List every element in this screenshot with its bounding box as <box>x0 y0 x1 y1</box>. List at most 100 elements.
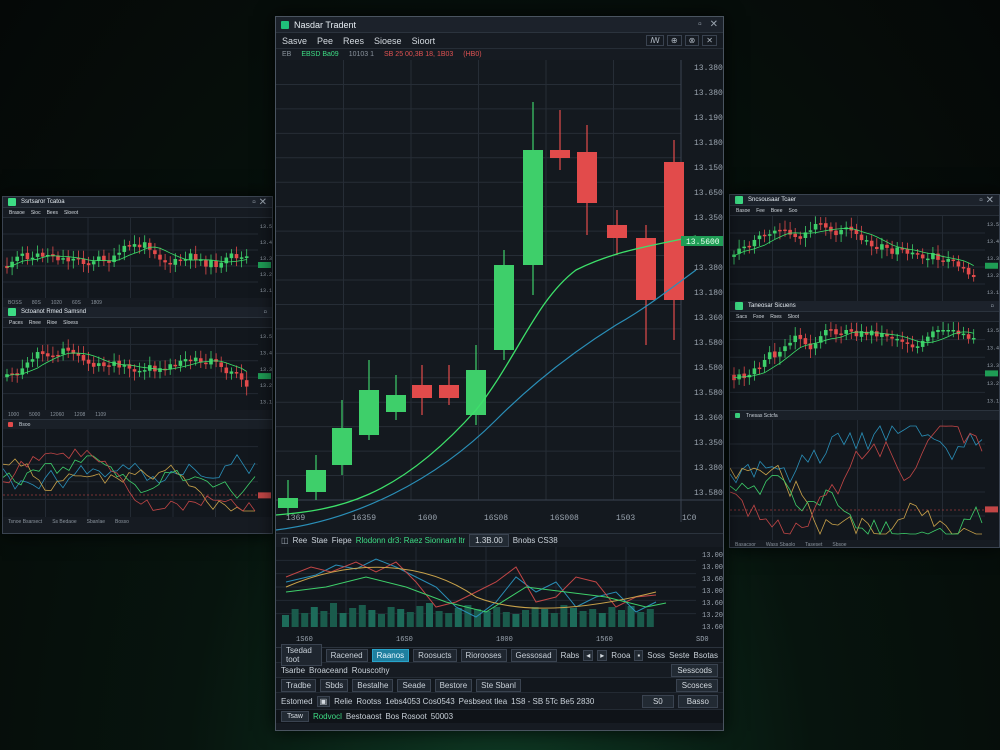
time-label[interactable]: 5000 <box>29 411 41 418</box>
tab-roosucts[interactable]: Roosucts <box>413 648 457 662</box>
mini-candle[interactable] <box>86 359 91 364</box>
mini-candle[interactable] <box>137 370 142 373</box>
mini-candle[interactable] <box>46 353 50 357</box>
tab-trade-tool[interactable]: Tsedad toot <box>281 644 322 666</box>
mini-candle[interactable] <box>35 253 40 257</box>
order-field[interactable]: Ste Sbanl <box>476 678 521 692</box>
mini-candle[interactable] <box>229 371 234 374</box>
mini-candle[interactable] <box>778 351 782 357</box>
mini-candle[interactable] <box>117 252 121 255</box>
mini-candle[interactable] <box>137 244 142 248</box>
mini-candle[interactable] <box>244 256 249 258</box>
time-label[interactable]: 1020 <box>50 299 62 306</box>
mini-candle[interactable] <box>61 258 65 260</box>
left-p1-candle-chart[interactable]: 13.50 13.40 13.30 13.20 13.10 <box>3 218 272 298</box>
menu-item[interactable]: Pee <box>317 35 334 46</box>
mini-candle[interactable] <box>76 352 81 356</box>
draw-tool-icon[interactable]: ꟿ <box>646 35 664 46</box>
mini-candle[interactable] <box>51 355 55 358</box>
mini-candle[interactable] <box>864 331 869 335</box>
mini-candle[interactable] <box>193 357 198 362</box>
order-label[interactable]: Rootss <box>356 696 382 706</box>
mini-candle[interactable] <box>915 346 920 348</box>
mini-candle[interactable] <box>961 267 966 269</box>
mini-candle[interactable] <box>86 263 91 266</box>
candle-body[interactable] <box>577 152 597 203</box>
tab-end-label[interactable]: Bsotas <box>693 650 718 660</box>
mini-candle[interactable] <box>20 253 25 256</box>
order-field[interactable]: Seade <box>397 678 431 692</box>
mini-candle[interactable] <box>900 339 905 342</box>
tab-end-label[interactable]: Soss <box>647 650 666 660</box>
right-p2-candle-chart[interactable]: 13.50 13.40 13.30 13.20 13.10 <box>730 322 999 410</box>
mini-candle[interactable] <box>224 367 229 374</box>
mini-candle[interactable] <box>127 364 132 369</box>
close-icon[interactable]: ✕ <box>709 19 718 30</box>
mini-candle[interactable] <box>224 257 229 264</box>
tab-end-label[interactable]: Rooa <box>611 650 631 660</box>
mini-candle[interactable] <box>834 230 838 236</box>
mini-candle[interactable] <box>803 338 808 345</box>
mini-candle[interactable] <box>941 330 945 332</box>
mini-candle[interactable] <box>239 373 244 380</box>
mini-candle[interactable] <box>839 333 843 336</box>
mini-candle[interactable] <box>818 336 823 343</box>
mini-candle[interactable] <box>936 253 940 260</box>
menu-item[interactable]: Sloot <box>787 313 800 320</box>
mini-candle[interactable] <box>864 240 869 242</box>
mini-candle[interactable] <box>20 368 25 375</box>
mini-candle[interactable] <box>931 253 935 260</box>
menu-item[interactable]: Sacs <box>736 313 748 320</box>
mini-candle[interactable] <box>762 359 767 367</box>
time-label[interactable]: 1109 <box>95 411 107 418</box>
mini-candle[interactable] <box>767 352 772 360</box>
mini-candle[interactable] <box>40 351 45 355</box>
mini-candle[interactable] <box>849 329 854 332</box>
tab-gessosad[interactable]: Gessosad <box>510 648 557 662</box>
left-p2-candle-chart[interactable]: 13.50 13.40 13.30 13.20 13.10 <box>3 328 272 410</box>
mini-candle[interactable] <box>107 365 111 367</box>
tab-end-label[interactable]: Seste <box>669 650 690 660</box>
mini-candle[interactable] <box>808 343 813 350</box>
candle-body[interactable] <box>550 150 570 158</box>
mini-candle[interactable] <box>178 360 183 366</box>
menu-item[interactable]: Fee <box>756 207 765 214</box>
mini-candle[interactable] <box>81 258 86 265</box>
row-label[interactable]: Broaceand <box>309 665 348 675</box>
mini-candle[interactable] <box>936 330 940 333</box>
mini-candle[interactable] <box>132 369 137 372</box>
mini-candle[interactable] <box>813 343 818 349</box>
mini-candle[interactable] <box>951 330 956 332</box>
mini-candle[interactable] <box>244 380 249 387</box>
candle-body[interactable] <box>359 390 379 435</box>
oscillator-chart[interactable]: 13.00 13.00 13.60 13.00 13.60 13.20 13.60 1S60 1… <box>276 547 723 647</box>
mini-candle[interactable] <box>808 230 813 232</box>
row-label[interactable]: Rouscothy <box>351 665 390 675</box>
osc-label[interactable]: Bnobs CS38 <box>512 536 558 545</box>
mini-candle[interactable] <box>56 255 60 261</box>
mini-candle[interactable] <box>35 352 40 359</box>
mini-candle[interactable] <box>112 361 116 366</box>
order-field[interactable]: Bestalhe <box>352 678 394 692</box>
prev-icon[interactable]: ◂ <box>583 649 594 661</box>
osc-indicator-name[interactable]: Rlodonn dr3: Raez Sionnant ltr <box>355 536 466 545</box>
close-tool-icon[interactable]: ✕ <box>702 35 717 46</box>
candle-body[interactable] <box>278 498 298 508</box>
osc-label[interactable]: Stae <box>311 536 328 545</box>
right-p3-line-chart[interactable] <box>730 420 999 540</box>
menu-item[interactable]: Brasoe <box>9 209 25 216</box>
mini-candle[interactable] <box>81 354 86 361</box>
mini-candle[interactable] <box>163 260 167 263</box>
mini-candle[interactable] <box>30 257 35 260</box>
mini-candle[interactable] <box>854 229 859 235</box>
right-p1-candle-chart[interactable]: 13.50 13.40 13.30 13.20 13.10 <box>730 216 999 301</box>
mini-candle[interactable] <box>71 349 76 354</box>
candle-body[interactable] <box>306 470 326 492</box>
mini-candle[interactable] <box>56 354 60 357</box>
mini-candle[interactable] <box>900 248 905 250</box>
row-button[interactable]: Sesscods <box>671 663 718 677</box>
mini-candle[interactable] <box>102 255 106 262</box>
candle-body[interactable] <box>523 150 543 265</box>
mini-candle[interactable] <box>219 362 223 367</box>
menu-item[interactable]: Fsoe <box>753 313 765 320</box>
